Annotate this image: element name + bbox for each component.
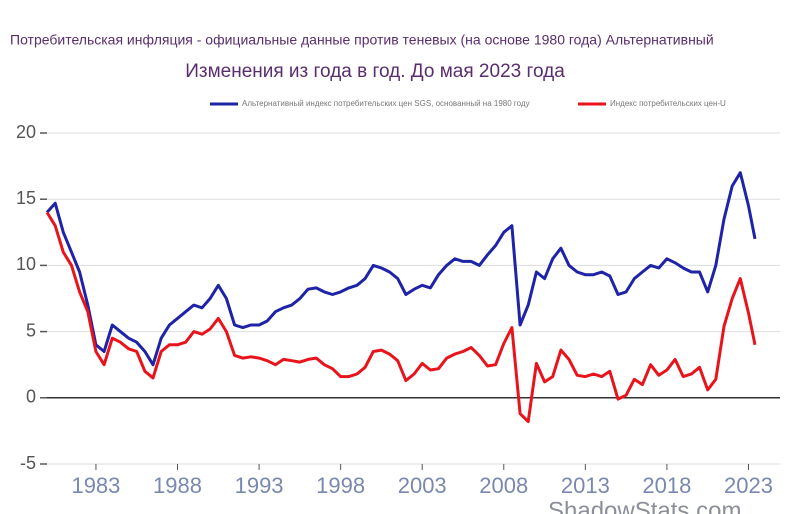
- x-tick-label: 1983: [71, 473, 120, 498]
- series-line: [45, 211, 757, 424]
- y-tick-label: -5: [20, 453, 36, 473]
- y-tick-label: 15: [16, 188, 36, 208]
- legend-label: Альтернативный индекс потребительских це…: [242, 99, 530, 108]
- y-tick-label: 10: [16, 254, 36, 274]
- x-tick-label: 1993: [235, 473, 284, 498]
- x-tick-label: 2013: [561, 473, 610, 498]
- legend-label: Индекс потребительских цен-U: [610, 99, 726, 108]
- x-tick-label: 1988: [153, 473, 202, 498]
- y-tick-label: 5: [26, 320, 36, 340]
- x-tick-label: 1998: [316, 473, 365, 498]
- x-tick-label: 2003: [398, 473, 447, 498]
- x-tick-label: 2008: [479, 473, 528, 498]
- source: ShadowStats.com: [548, 497, 741, 514]
- x-tick-label: 2018: [642, 473, 691, 498]
- chart-subtitle: Изменения из года в год. До мая 2023 год…: [185, 61, 565, 82]
- series-line: [45, 171, 757, 367]
- chart-title: Потребительская инфляция - официальные д…: [10, 32, 714, 48]
- x-tick-label: 2023: [724, 473, 773, 498]
- y-tick-label: 0: [26, 387, 36, 407]
- y-tick-label: 20: [16, 122, 36, 142]
